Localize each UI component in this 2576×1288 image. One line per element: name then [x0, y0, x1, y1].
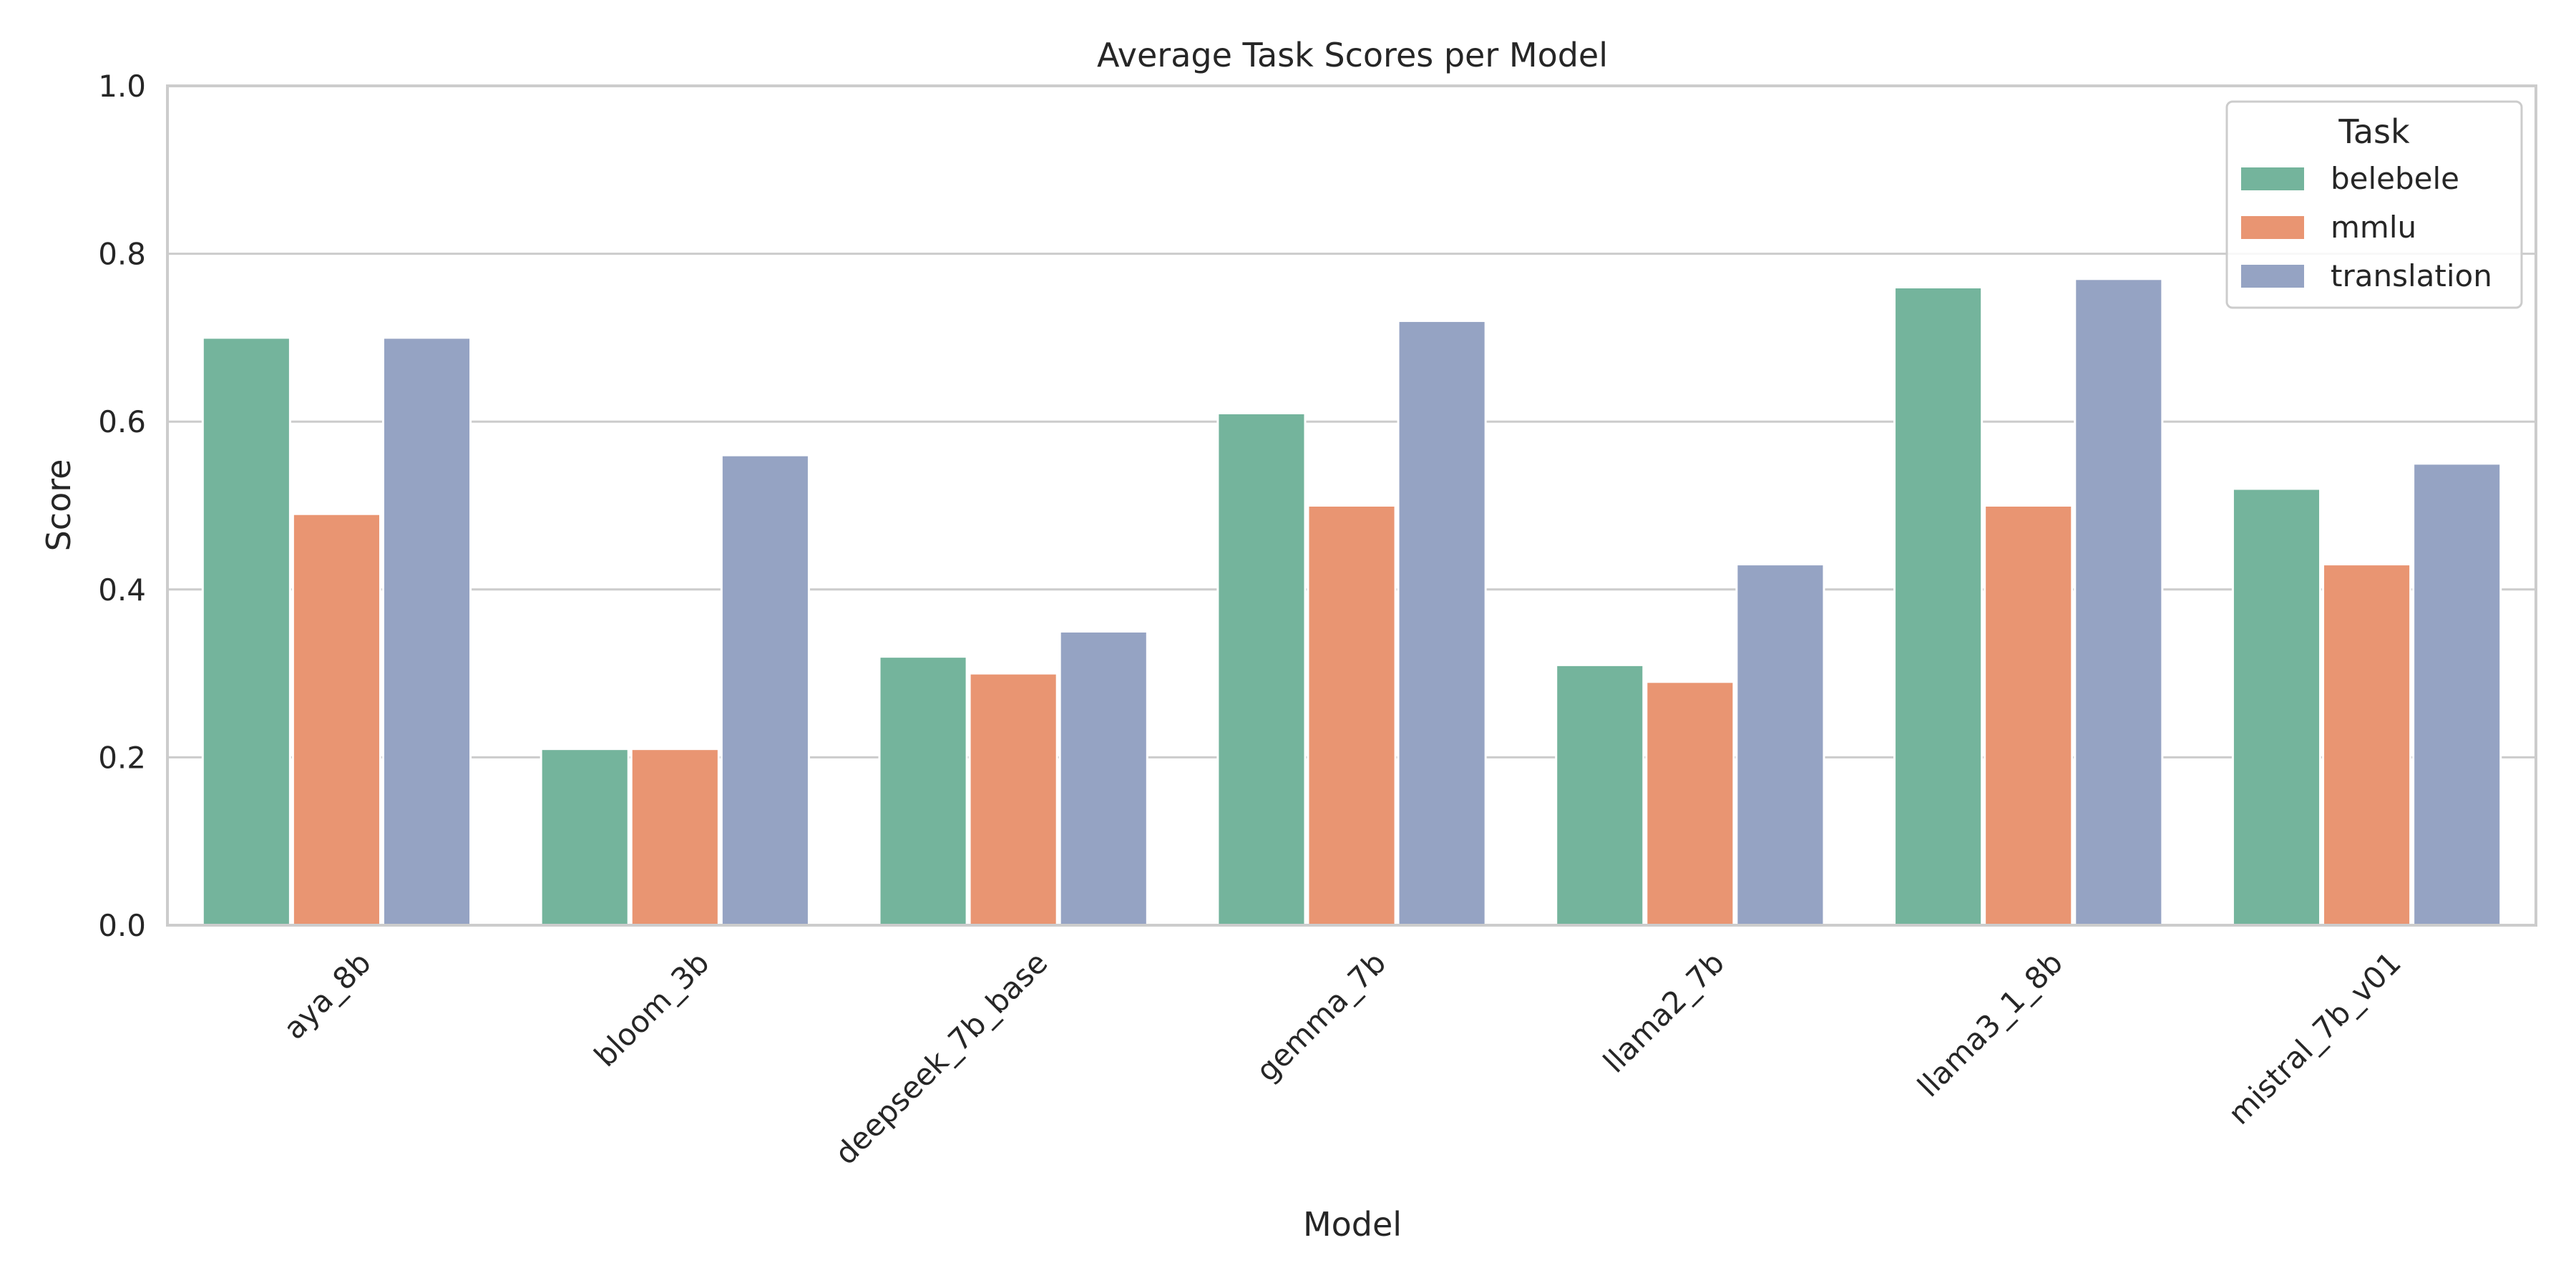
bar-translation-mistral_7b_v01	[2412, 462, 2502, 927]
bar-translation-gemma_7b	[1397, 319, 1487, 927]
y-tick-label: 0.6	[98, 404, 146, 439]
bar-belebele-gemma_7b	[1216, 411, 1307, 927]
y-tick-label: 1.0	[98, 69, 146, 104]
legend-label-translation: translation	[2331, 258, 2492, 293]
bar-mmlu-deepseek_7b_base	[968, 672, 1058, 927]
bar-mmlu-mistral_7b_v01	[2322, 563, 2412, 927]
legend-label-belebele: belebele	[2331, 161, 2459, 196]
bar-translation-aya_8b	[381, 336, 472, 927]
plot-frame	[166, 84, 2537, 927]
y-axis-label: Score	[39, 459, 78, 552]
x-tick-group: llama2_7b	[1596, 945, 1731, 1080]
legend-title: Task	[2338, 112, 2410, 151]
bar-translation-bloom_3b	[720, 454, 810, 927]
x-tick-label: mistral_7b_v01	[2221, 945, 2407, 1131]
bar-belebele-mistral_7b_v01	[2231, 487, 2322, 927]
x-tick-label: gemma_7b	[1249, 945, 1392, 1088]
bar-translation-deepseek_7b_base	[1058, 630, 1148, 927]
bar-translation-llama3_1_8b	[2074, 278, 2164, 927]
x-tick-label: bloom_3b	[587, 945, 716, 1074]
x-tick-group: llama3_1_8b	[1911, 945, 2069, 1104]
y-tick-label: 0.8	[98, 237, 146, 272]
x-tick-group: bloom_3b	[587, 945, 716, 1074]
legend-swatch-translation	[2241, 265, 2304, 288]
bars	[201, 278, 2502, 927]
legend: Task belebele mmlu translation	[2225, 100, 2523, 309]
y-tick-label: 0.0	[98, 908, 146, 943]
x-tick-label: llama3_1_8b	[1911, 945, 2069, 1104]
bar-belebele-bloom_3b	[540, 748, 630, 927]
bar-translation-llama2_7b	[1735, 563, 1825, 927]
legend-label-mmlu: mmlu	[2331, 210, 2416, 245]
x-tick-label: aya_8b	[277, 945, 378, 1046]
bar-mmlu-llama2_7b	[1645, 680, 1735, 927]
x-tick-group: deepseek_7b_base	[828, 945, 1054, 1171]
legend-items: belebele mmlu translation	[2241, 161, 2492, 293]
bar-belebele-aya_8b	[201, 336, 291, 927]
bar-belebele-llama3_1_8b	[1893, 286, 1984, 927]
bar-mmlu-bloom_3b	[630, 748, 720, 927]
legend-box	[2225, 100, 2523, 309]
bar-mmlu-aya_8b	[291, 512, 381, 927]
x-tick-labels: aya_8b bloom_3b deepseek_7b_base gemma_7b ll…	[277, 945, 2408, 1171]
x-tick-group: gemma_7b	[1249, 945, 1392, 1088]
x-tick-group: mistral_7b_v01	[2221, 945, 2407, 1131]
legend-swatch-mmlu	[2241, 216, 2304, 239]
x-tick-label: llama2_7b	[1596, 945, 1731, 1080]
x-axis-label: Model	[1303, 1205, 1402, 1244]
x-tick-group: aya_8b	[277, 945, 378, 1046]
y-tick-label: 0.4	[98, 572, 146, 608]
bar-belebele-deepseek_7b_base	[878, 655, 968, 927]
legend-swatch-belebele	[2241, 167, 2304, 190]
y-tick-label: 0.2	[98, 740, 146, 775]
bar-belebele-llama2_7b	[1555, 663, 1645, 927]
x-tick-label: deepseek_7b_base	[828, 945, 1054, 1171]
chart-title: Average Task Scores per Model	[1097, 36, 1608, 74]
bar-mmlu-gemma_7b	[1307, 504, 1397, 927]
bar-mmlu-llama3_1_8b	[1984, 504, 2074, 927]
y-tick-labels: 0.0 0.2 0.4 0.6 0.8 1.0	[98, 69, 146, 943]
